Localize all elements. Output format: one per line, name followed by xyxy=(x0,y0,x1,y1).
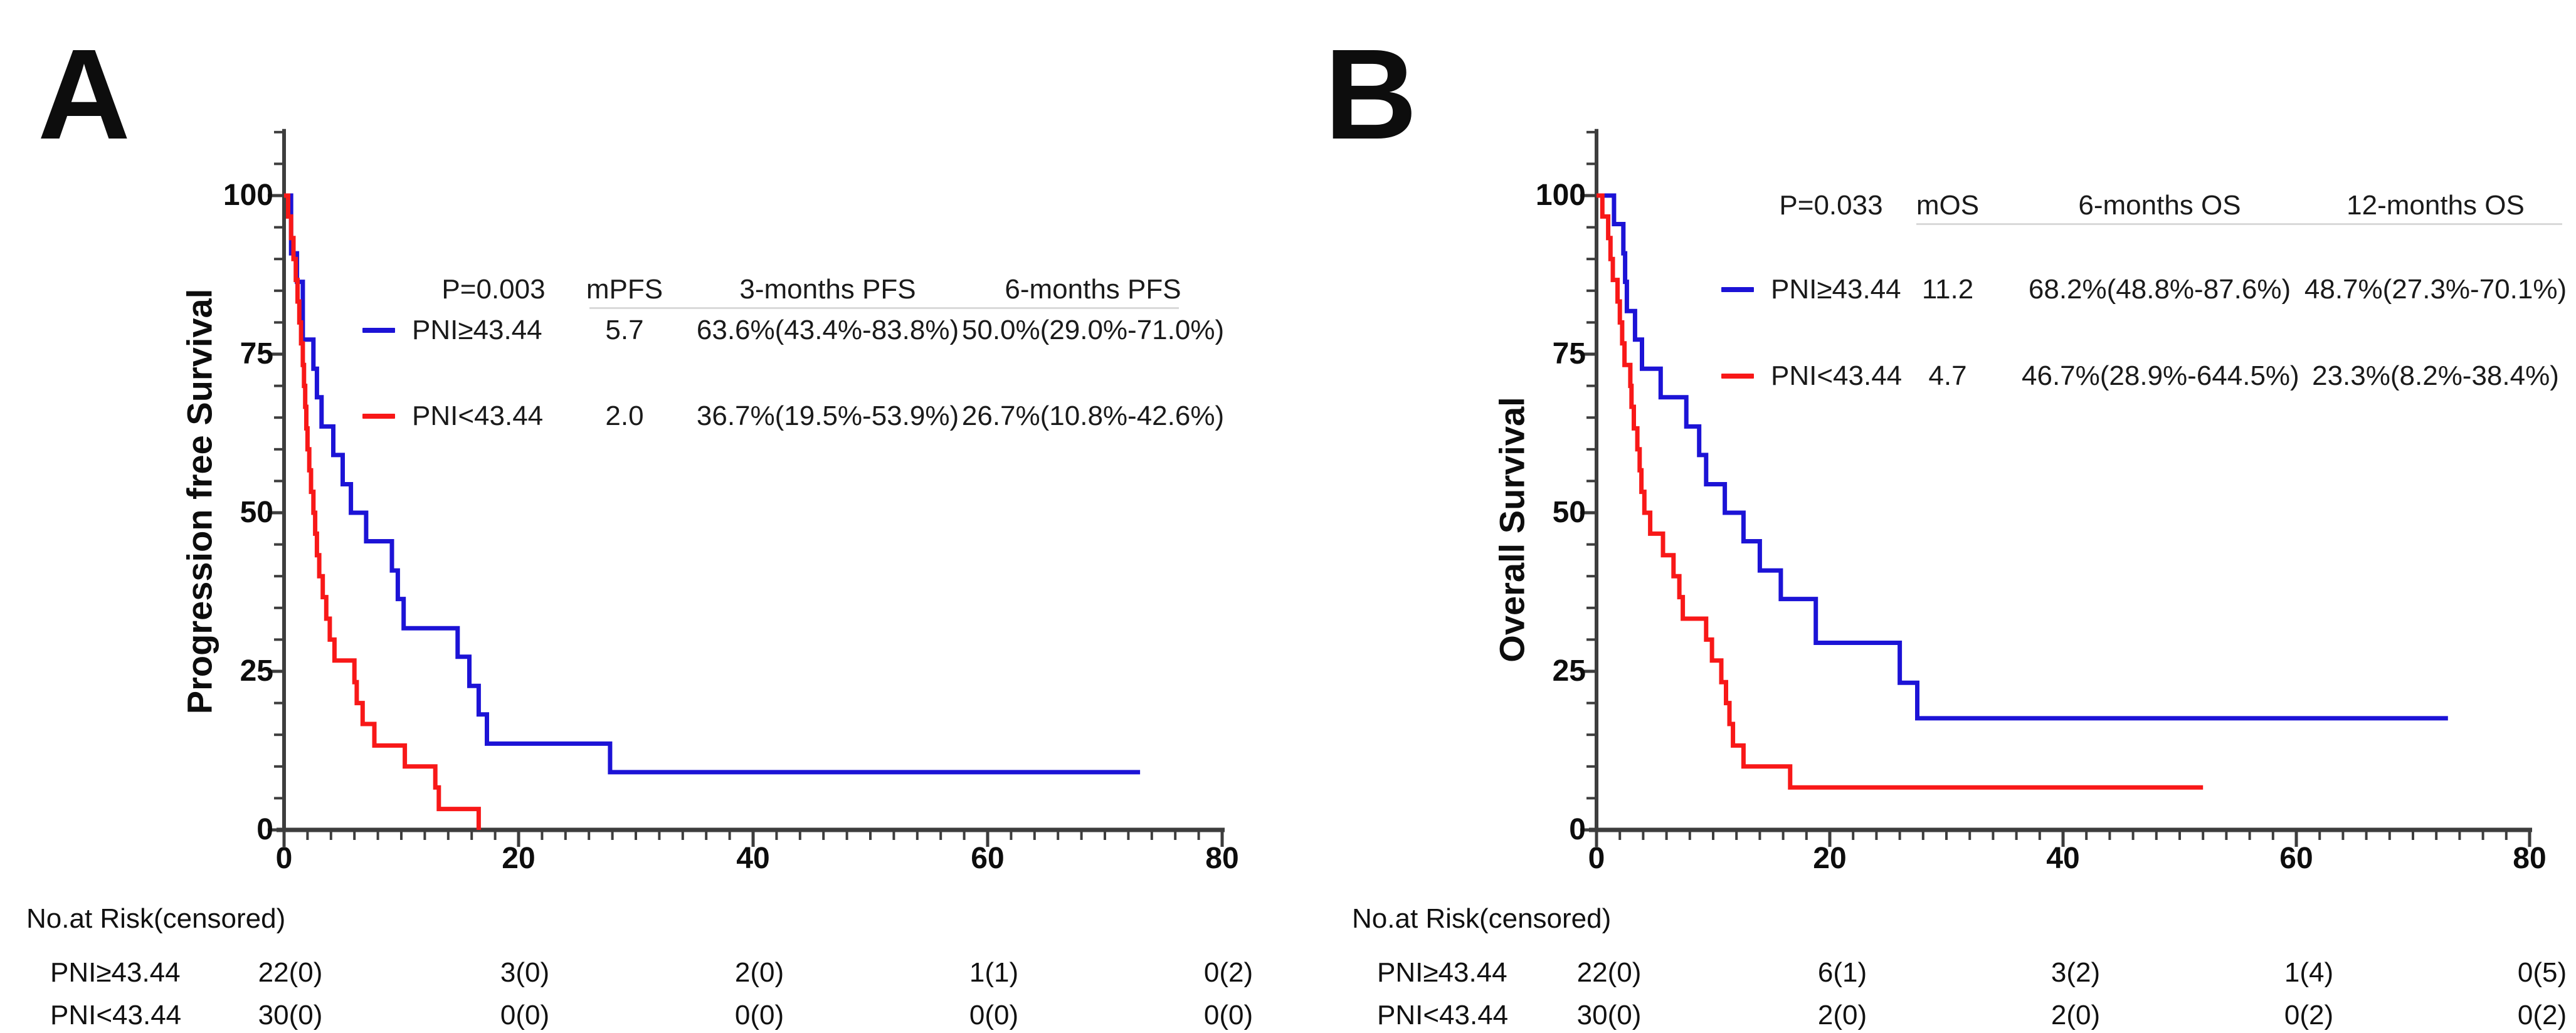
risk-count: 22(0) xyxy=(1576,957,1642,988)
risk-count: 0(2) xyxy=(1203,957,1254,988)
legend-header-rule xyxy=(1916,223,2562,225)
risk-count: 2(0) xyxy=(1817,1000,1867,1030)
x-tick-label: 40 xyxy=(736,842,770,875)
legend-col-header: mOS xyxy=(1916,190,1980,221)
risk-count: 30(0) xyxy=(258,1000,323,1030)
survival-rate-ci: 23.3%(8.2%-38.4%) xyxy=(2312,360,2559,391)
x-tick-label: 0 xyxy=(1588,842,1605,875)
survival-rate-ci: 68.2%(48.8%-87.6%) xyxy=(2028,274,2291,305)
risk-count: 30(0) xyxy=(1576,1000,1642,1030)
y-tick-label: 25 xyxy=(240,654,273,688)
x-tick-label: 60 xyxy=(2279,842,2313,875)
legend-col-header: 3-months PFS xyxy=(739,274,916,305)
survival-rate-ci: 46.7%(28.9%-644.5%) xyxy=(2022,360,2299,391)
risk-count: 1(1) xyxy=(969,957,1019,988)
legend-line-swatch-pni-low xyxy=(1721,374,1754,379)
risk-row-group: PNI≥43.44 xyxy=(50,957,181,988)
legend-group-label: PNI<43.44 xyxy=(1771,360,1903,391)
p-value-label: P=0.033 xyxy=(1779,190,1883,221)
km-curve-pni-low xyxy=(284,193,481,830)
risk-count: 0(2) xyxy=(2284,1000,2334,1030)
risk-count: 6(1) xyxy=(1817,957,1867,988)
risk-count: 1(4) xyxy=(2284,957,2334,988)
y-tick-label: 0 xyxy=(256,813,273,846)
legend-col-header: 12-months OS xyxy=(2346,190,2525,221)
risk-count: 0(0) xyxy=(1203,1000,1254,1030)
median-value: 2.0 xyxy=(605,401,644,431)
risk-count: 3(0) xyxy=(500,957,550,988)
p-value-label: P=0.003 xyxy=(441,274,546,305)
y-tick-label: 100 xyxy=(1535,179,1586,212)
y-tick-label: 0 xyxy=(1569,813,1586,846)
risk-table-title: No.at Risk(censored) xyxy=(1352,903,1612,934)
y-tick-label: 75 xyxy=(1552,337,1586,370)
legend-group-label: PNI≥43.44 xyxy=(1771,274,1901,305)
y-tick-label: 50 xyxy=(1552,496,1586,529)
risk-count: 2(0) xyxy=(734,957,784,988)
legend-col-header: 6-months OS xyxy=(2078,190,2241,221)
median-value: 11.2 xyxy=(1921,274,1974,305)
km-curve-pni-low xyxy=(1597,193,2204,790)
survival-rate-ci: 36.7%(19.5%-53.9%) xyxy=(696,401,959,431)
x-tick-label: 60 xyxy=(971,842,1005,875)
legend-line-swatch-pni-low xyxy=(362,414,395,419)
risk-table-title: No.at Risk(censored) xyxy=(26,903,286,934)
legend-line-swatch-pni-high xyxy=(362,328,395,333)
median-value: 5.7 xyxy=(605,315,644,345)
risk-count: 0(0) xyxy=(500,1000,550,1030)
risk-row-group: PNI<43.44 xyxy=(50,1000,182,1030)
x-tick-label: 40 xyxy=(2046,842,2080,875)
legend-group-label: PNI<43.44 xyxy=(412,401,544,431)
survival-rate-ci: 63.6%(43.4%-83.8%) xyxy=(696,315,959,345)
y-tick-label: 75 xyxy=(240,337,273,370)
panel-letter-a: A xyxy=(38,23,131,166)
survival-rate-ci: 26.7%(10.8%-42.6%) xyxy=(961,401,1225,431)
x-tick-label: 80 xyxy=(2513,842,2547,875)
x-tick-label: 0 xyxy=(275,842,293,875)
legend-col-header: 6-months PFS xyxy=(1005,274,1181,305)
legend-header-rule xyxy=(589,307,1179,309)
risk-count: 0(0) xyxy=(734,1000,784,1030)
survival-rate-ci: 48.7%(27.3%-70.1%) xyxy=(2304,274,2567,305)
risk-count: 3(2) xyxy=(2051,957,2101,988)
risk-count: 2(0) xyxy=(2051,1000,2101,1030)
risk-count: 22(0) xyxy=(258,957,323,988)
x-tick-label: 20 xyxy=(1813,842,1847,875)
risk-count: 0(5) xyxy=(2517,957,2567,988)
survival-rate-ci: 50.0%(29.0%-71.0%) xyxy=(961,315,1225,345)
y-tick-label: 100 xyxy=(223,179,273,212)
risk-count: 0(2) xyxy=(2517,1000,2567,1030)
y-tick-label: 50 xyxy=(240,496,273,529)
median-value: 4.7 xyxy=(1928,360,1967,391)
risk-row-group: PNI<43.44 xyxy=(1377,1000,1509,1030)
y-tick-label: 25 xyxy=(1552,654,1586,688)
legend-group-label: PNI≥43.44 xyxy=(412,315,542,345)
panel-letter-b: B xyxy=(1324,23,1418,166)
legend-col-header: mPFS xyxy=(586,274,663,305)
x-tick-label: 20 xyxy=(502,842,536,875)
km-curve-pni-high xyxy=(284,193,1141,775)
risk-row-group: PNI≥43.44 xyxy=(1377,957,1507,988)
risk-count: 0(0) xyxy=(969,1000,1019,1030)
km-curve-pni-high xyxy=(1597,193,2448,721)
x-tick-label: 80 xyxy=(1205,842,1239,875)
legend-line-swatch-pni-high xyxy=(1721,287,1754,292)
